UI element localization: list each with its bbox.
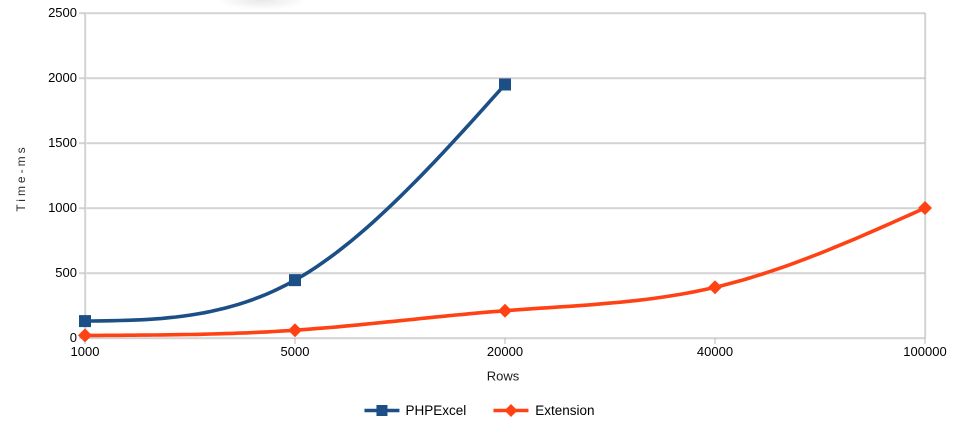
legend: PHPExcel Extension xyxy=(362,403,595,418)
legend-line-square-icon xyxy=(363,405,399,416)
x-tick-label-20000: 20000 xyxy=(486,344,524,359)
y-tick-label-1000: 1000 xyxy=(48,200,77,215)
y-tick-label-2500: 2500 xyxy=(48,5,77,20)
legend-item-phpexcel: PHPExcel xyxy=(362,403,466,418)
x-tick-label-100000: 100000 xyxy=(903,344,947,359)
y-tick-label-1500: 1500 xyxy=(48,135,77,150)
data-point-phpexcel-5000 xyxy=(289,274,301,287)
legend-item-extension: Extension xyxy=(492,403,595,418)
x-tick-label-5000: 5000 xyxy=(280,344,310,359)
data-point-extension-40000 xyxy=(708,280,722,295)
data-point-extension-100000 xyxy=(918,201,932,215)
y-axis-title: Time-ms xyxy=(14,144,28,212)
data-point-extension-1000 xyxy=(78,328,92,343)
y-tick-label-500: 500 xyxy=(55,265,77,280)
x-tick-label-1000: 1000 xyxy=(70,344,100,359)
y-tick-label-0: 0 xyxy=(69,330,77,345)
legend-label-phpexcel: PHPExcel xyxy=(405,403,467,418)
legend-label-extension: Extension xyxy=(535,403,595,418)
data-point-phpexcel-20000 xyxy=(499,78,511,91)
data-point-extension-20000 xyxy=(498,303,512,318)
legend-line-diamond-icon xyxy=(493,404,529,417)
x-axis-title: Rows xyxy=(486,368,520,384)
x-tick-label-40000: 40000 xyxy=(696,344,734,359)
top-edge-artifact xyxy=(216,0,308,11)
data-point-phpexcel-1000 xyxy=(79,315,91,328)
data-point-extension-5000 xyxy=(288,323,302,338)
y-tick-label-2000: 2000 xyxy=(48,70,77,85)
